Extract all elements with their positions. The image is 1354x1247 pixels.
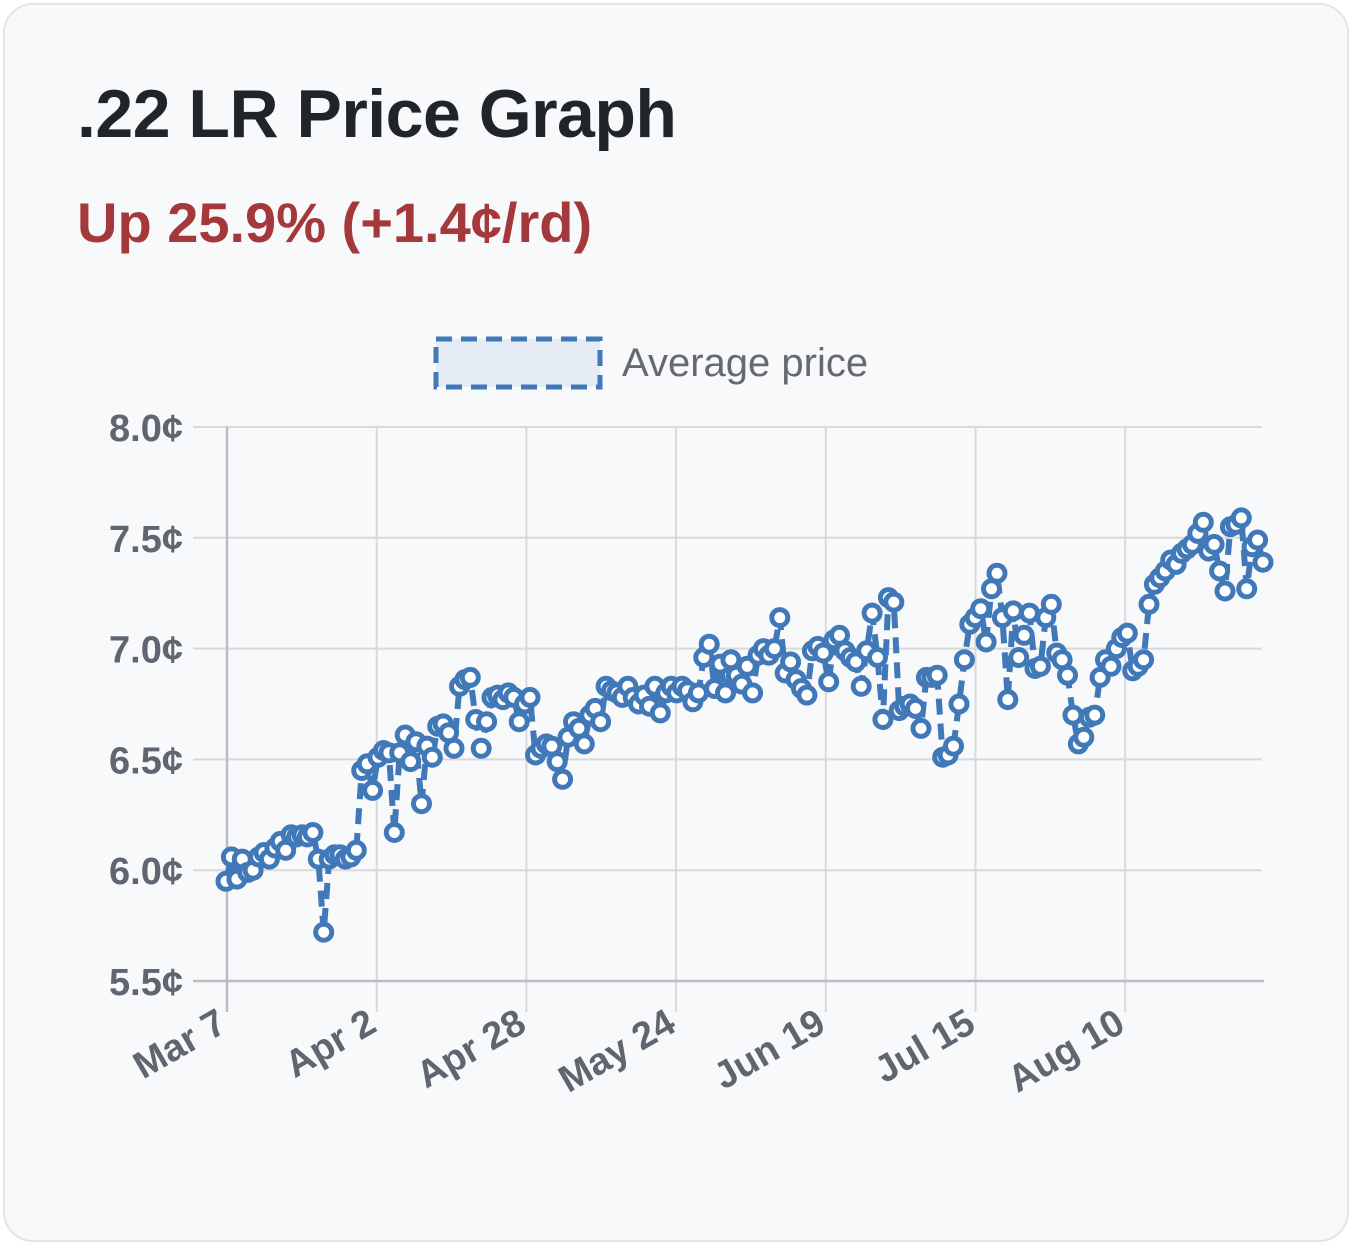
x-tick-label: Mar 7: [127, 1001, 234, 1087]
x-tick-label: Apr 28: [409, 1001, 532, 1097]
data-point[interactable]: [1192, 511, 1214, 533]
data-point[interactable]: [1138, 593, 1160, 615]
data-point[interactable]: [508, 711, 530, 733]
data-point[interactable]: [1203, 533, 1225, 555]
data-point[interactable]: [421, 746, 443, 768]
data-point[interactable]: [883, 591, 905, 613]
data-point[interactable]: [948, 693, 970, 715]
x-tick-label: Aug 10: [1001, 1001, 1132, 1101]
data-point[interactable]: [1100, 655, 1122, 677]
data-point[interactable]: [552, 768, 574, 790]
data-point[interactable]: [590, 711, 612, 733]
data-point[interactable]: [812, 642, 834, 664]
chart-legend[interactable]: Average price: [433, 336, 868, 390]
data-point[interactable]: [997, 689, 1019, 711]
data-point[interactable]: [1008, 647, 1030, 668]
data-point[interactable]: [1013, 624, 1035, 646]
data-point[interactable]: [1002, 600, 1024, 622]
legend-swatch: [433, 336, 603, 390]
data-point[interactable]: [1236, 578, 1258, 600]
x-tick-label: Apr 2: [278, 1001, 383, 1086]
data-point[interactable]: [715, 682, 736, 704]
data-point[interactable]: [1133, 649, 1155, 671]
data-point[interactable]: [943, 735, 964, 757]
data-point[interactable]: [383, 822, 405, 843]
data-point[interactable]: [769, 607, 791, 629]
y-tick-label: 6.0¢: [109, 851, 183, 893]
y-tick-label: 6.5¢: [109, 740, 183, 782]
y-tick-label: 7.0¢: [109, 630, 183, 672]
data-point[interactable]: [519, 686, 541, 708]
data-point[interactable]: [1209, 560, 1231, 582]
data-point[interactable]: [850, 675, 872, 697]
data-point[interactable]: [780, 651, 802, 673]
x-tick-label: Jun 19: [707, 1001, 832, 1098]
data-point[interactable]: [400, 751, 422, 773]
data-point[interactable]: [970, 598, 992, 620]
data-point[interactable]: [1062, 704, 1084, 726]
data-point[interactable]: [867, 647, 888, 668]
data-point[interactable]: [796, 684, 818, 706]
data-point[interactable]: [1214, 580, 1236, 602]
data-point[interactable]: [986, 562, 1008, 584]
data-point[interactable]: [313, 921, 335, 943]
price-change-summary: Up 25.9% (+1.4¢/rd): [77, 191, 593, 254]
data-point[interactable]: [1116, 622, 1138, 644]
data-point[interactable]: [302, 822, 324, 843]
y-tick-label: 5.5¢: [109, 962, 183, 1004]
data-point[interactable]: [975, 631, 997, 653]
data-point[interactable]: [1040, 593, 1062, 615]
legend-label: Average price: [622, 341, 868, 385]
data-point[interactable]: [1247, 529, 1269, 551]
x-tick-label: May 24: [552, 1001, 683, 1101]
y-tick-label: 8.0¢: [109, 408, 183, 450]
data-point[interactable]: [763, 638, 785, 660]
data-point[interactable]: [926, 664, 948, 686]
data-point[interactable]: [861, 602, 883, 624]
data-point[interactable]: [1029, 655, 1051, 677]
data-point[interactable]: [742, 682, 764, 704]
data-point[interactable]: [698, 633, 720, 655]
data-point[interactable]: [459, 666, 481, 688]
data-point[interactable]: [411, 793, 432, 815]
data-point[interactable]: [687, 682, 709, 704]
data-point[interactable]: [573, 733, 595, 755]
data-point[interactable]: [818, 671, 840, 693]
data-point[interactable]: [1019, 602, 1040, 624]
data-point[interactable]: [362, 779, 384, 801]
data-point[interactable]: [953, 649, 975, 671]
data-point[interactable]: [905, 697, 926, 719]
data-point[interactable]: [1057, 664, 1078, 686]
data-point[interactable]: [649, 702, 671, 724]
data-point[interactable]: [470, 737, 492, 759]
page-title: .22 LR Price Graph: [77, 76, 677, 152]
data-point[interactable]: [910, 717, 932, 739]
data-point[interactable]: [476, 711, 498, 733]
x-tick-label: Jul 15: [868, 1001, 982, 1091]
data-point[interactable]: [1230, 507, 1252, 529]
data-point[interactable]: [1252, 551, 1274, 573]
data-point[interactable]: [872, 709, 894, 730]
data-point[interactable]: [546, 751, 568, 773]
data-point[interactable]: [1084, 704, 1106, 726]
y-tick-label: 7.5¢: [109, 519, 183, 561]
data-point[interactable]: [443, 737, 465, 759]
data-point[interactable]: [345, 839, 367, 861]
data-point[interactable]: [1073, 726, 1095, 748]
